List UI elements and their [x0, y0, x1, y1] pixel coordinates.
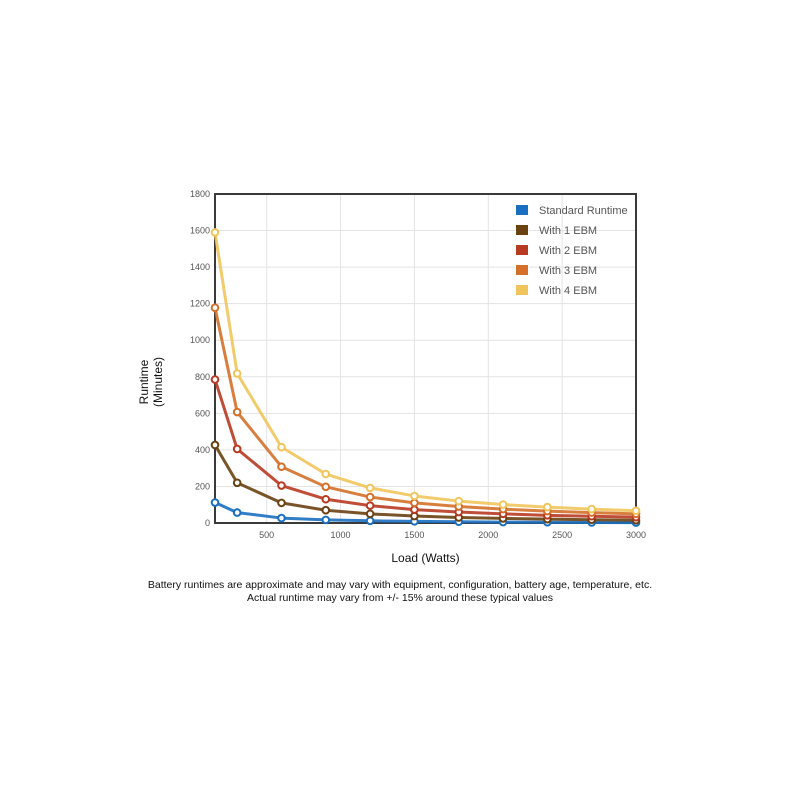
y-axis-title-line-2: (Minutes) — [151, 357, 165, 407]
data-point-standard-runtime — [321, 515, 331, 525]
legend-label: With 2 EBM — [539, 245, 597, 257]
legend-label: With 3 EBM — [539, 265, 597, 277]
legend-swatch — [515, 224, 529, 236]
series-points — [210, 228, 641, 527]
y-tick-label: 1200 — [190, 299, 210, 309]
data-point-with-3-ebm — [277, 462, 286, 472]
data-point-with-3-ebm — [365, 492, 375, 502]
data-point-with-4-ebm — [321, 469, 331, 479]
y-tick-label: 400 — [195, 445, 210, 455]
data-point-with-4-ebm — [210, 228, 220, 237]
data-point-with-4-ebm — [232, 369, 242, 378]
chart-legend: Standard Runtime With 1 EBM With 2 EBM With… — [515, 204, 628, 297]
data-point-with-1-ebm — [321, 505, 331, 515]
data-point-with-4-ebm — [277, 442, 286, 452]
y-axis-title: Runtime (Minutes) — [137, 357, 165, 407]
data-point-with-4-ebm — [631, 506, 641, 516]
data-point-with-4-ebm — [454, 496, 464, 506]
legend-swatch — [515, 284, 529, 296]
data-point-with-3-ebm — [410, 498, 419, 508]
caption: Battery runtimes are approximate and may… — [0, 579, 800, 605]
y-axis-ticks: 0 200 400 600 800 1000 1200 1400 1600 1800 — [190, 189, 210, 528]
data-point-with-2-ebm — [365, 501, 375, 510]
x-tick-label: 2500 — [552, 530, 572, 540]
data-point-standard-runtime — [365, 516, 375, 526]
data-point-standard-runtime — [277, 513, 286, 523]
legend-swatch — [515, 244, 529, 256]
data-point-with-1-ebm — [277, 498, 286, 508]
y-tick-label: 600 — [195, 408, 210, 418]
data-point-with-4-ebm — [498, 500, 508, 509]
legend-label: Standard Runtime — [539, 205, 628, 217]
y-tick-label: 1000 — [190, 335, 210, 345]
data-point-with-4-ebm — [587, 504, 596, 514]
data-point-with-3-ebm — [321, 482, 331, 492]
data-point-with-2-ebm — [321, 494, 331, 504]
y-tick-label: 1600 — [190, 226, 210, 236]
y-tick-label: 1800 — [190, 189, 210, 199]
data-point-with-3-ebm — [210, 303, 220, 312]
data-point-standard-runtime — [210, 498, 220, 507]
data-point-with-4-ebm — [543, 502, 552, 512]
legend-swatch — [515, 204, 529, 216]
data-point-with-3-ebm — [232, 407, 242, 417]
data-point-with-2-ebm — [210, 375, 220, 384]
chart-grid — [215, 194, 636, 523]
x-tick-label: 1500 — [404, 530, 424, 540]
data-point-with-1-ebm — [365, 509, 375, 519]
data-point-with-2-ebm — [277, 481, 286, 490]
plot-area-frame — [214, 193, 637, 524]
x-axis-ticks: 500 1000 1500 2000 2500 3000 — [259, 530, 646, 540]
caption-line-2: Actual runtime may vary from +/- 15% aro… — [246, 592, 554, 604]
caption-line-1: Battery runtimes are approximate and may… — [147, 579, 653, 591]
x-tick-label: 500 — [259, 530, 274, 540]
y-tick-label: 0 — [205, 518, 210, 528]
y-tick-label: 1400 — [190, 262, 210, 272]
x-tick-label: 3000 — [626, 530, 646, 540]
data-point-with-1-ebm — [232, 478, 242, 488]
x-tick-label: 2000 — [478, 530, 498, 540]
data-point-with-1-ebm — [210, 440, 220, 450]
legend-label: With 4 EBM — [539, 285, 597, 297]
y-axis-title-line-1: Runtime — [137, 359, 151, 404]
x-tick-label: 1000 — [331, 530, 351, 540]
data-point-standard-runtime — [232, 508, 242, 517]
x-axis-title: Load (Watts) — [391, 551, 459, 565]
legend-swatch — [515, 264, 529, 276]
data-point-with-4-ebm — [410, 491, 419, 501]
data-point-with-4-ebm — [365, 483, 375, 493]
legend-label: With 1 EBM — [539, 225, 597, 237]
data-point-with-2-ebm — [410, 505, 419, 514]
data-point-with-2-ebm — [232, 444, 242, 454]
y-tick-label: 800 — [195, 372, 210, 382]
y-tick-label: 200 — [195, 481, 210, 491]
